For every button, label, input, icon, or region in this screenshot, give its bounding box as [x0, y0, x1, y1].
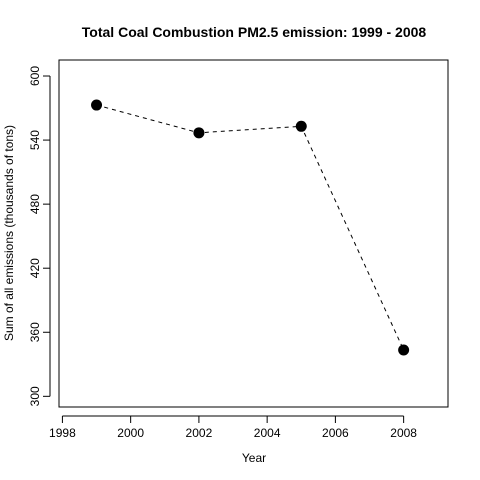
data-point [193, 127, 204, 138]
x-tick-label: 2000 [117, 426, 144, 440]
x-tick-label: 1998 [49, 426, 76, 440]
x-tick-label: 2006 [322, 426, 349, 440]
series [91, 100, 409, 356]
chart-title: Total Coal Combustion PM2.5 emission: 19… [82, 24, 427, 40]
x-tick-label: 2004 [254, 426, 281, 440]
y-tick-label: 360 [28, 322, 42, 342]
data-point [398, 344, 409, 355]
y-tick-label: 480 [28, 194, 42, 214]
data-point [296, 121, 307, 132]
plot-frame [59, 60, 448, 407]
y-axis-label: Sum of all emissions (thousands of tons) [2, 125, 16, 341]
y-tick-label: 540 [28, 130, 42, 150]
x-tick-label: 2008 [390, 426, 417, 440]
y-tick-label: 420 [28, 258, 42, 278]
x-axis-label: Year [242, 451, 266, 465]
y-axis: 300 360 420 480 540 600 [28, 66, 50, 407]
data-point [91, 100, 102, 111]
x-axis: 1998 2000 2002 2004 2006 2008 [49, 416, 417, 440]
x-tick-label: 2002 [186, 426, 213, 440]
y-tick-label: 600 [28, 66, 42, 86]
series-line [97, 105, 404, 350]
y-tick-label: 300 [28, 386, 42, 406]
